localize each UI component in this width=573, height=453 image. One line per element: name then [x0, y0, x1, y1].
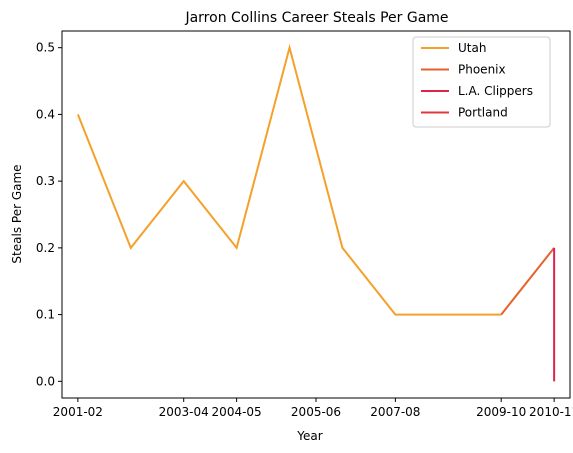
y-tick-label: 0.5: [36, 41, 55, 55]
legend-label-portland: Portland: [458, 106, 508, 120]
y-tick-label: 0.2: [36, 241, 55, 255]
y-tick-label: 0.0: [36, 374, 55, 388]
x-tick-label: 2003-04: [159, 405, 209, 419]
x-tick-label: 2007-08: [370, 405, 420, 419]
y-axis: 0.0 0.1 0.2 0.3 0.4 0.5: [36, 41, 62, 388]
x-tick-label: 2010-11: [529, 405, 573, 419]
y-tick-label: 0.4: [36, 107, 55, 121]
x-tick-label: 2001-02: [53, 405, 103, 419]
x-tick-label: 2005-06: [291, 405, 341, 419]
chart-title: Jarron Collins Career Steals Per Game: [184, 10, 448, 26]
x-tick-label: 2009-10: [476, 405, 526, 419]
y-tick-label: 0.1: [36, 308, 55, 322]
legend: Utah Phoenix L.A. Clippers Portland: [412, 36, 551, 128]
plot-lines: [76, 43, 556, 382]
legend-box: [412, 36, 551, 128]
series-line-phoenix: [500, 247, 555, 316]
y-axis-title: Steals Per Game: [10, 164, 24, 263]
series-line-utah: [76, 43, 502, 316]
x-tick-label: 2004-05: [212, 405, 262, 419]
legend-label-l-a-clippers: L.A. Clippers: [458, 84, 533, 98]
x-axis-title: Year: [296, 429, 322, 443]
x-axis: 2001-02 2003-04 2004-05 2005-06 2007-08 2009-…: [53, 398, 573, 419]
legend-label-phoenix: Phoenix: [458, 63, 506, 77]
y-tick-label: 0.3: [36, 174, 55, 188]
legend-label-utah: Utah: [458, 41, 486, 55]
